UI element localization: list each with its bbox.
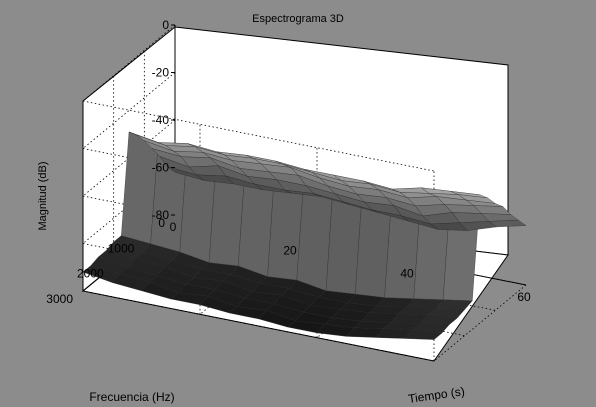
z-tick-label: -60: [152, 161, 170, 175]
x-tick-label: 40: [400, 267, 414, 281]
z-tick-label: -40: [152, 113, 170, 127]
x-tick-label: 60: [517, 290, 531, 304]
y-tick-label: 3000: [46, 292, 73, 306]
surface-patch: [488, 219, 527, 228]
spectrogram-surface: [82, 131, 527, 340]
z-tick-label: -20: [152, 66, 170, 80]
y-tick-label: 2000: [77, 267, 104, 281]
chart-title: Espectrograma 3D: [252, 13, 344, 25]
x-tick-label: 20: [283, 243, 297, 257]
z-tick-label: -80: [152, 208, 170, 222]
x-tick-label: 0: [170, 220, 177, 234]
y-tick-label: 0: [158, 216, 165, 230]
z-axis-label: Magnitud (dB): [37, 161, 49, 230]
y-tick-label: 1000: [108, 241, 135, 255]
y-axis-label: Frecuencia (Hz): [89, 390, 174, 404]
z-tick-label: 0: [162, 18, 169, 32]
